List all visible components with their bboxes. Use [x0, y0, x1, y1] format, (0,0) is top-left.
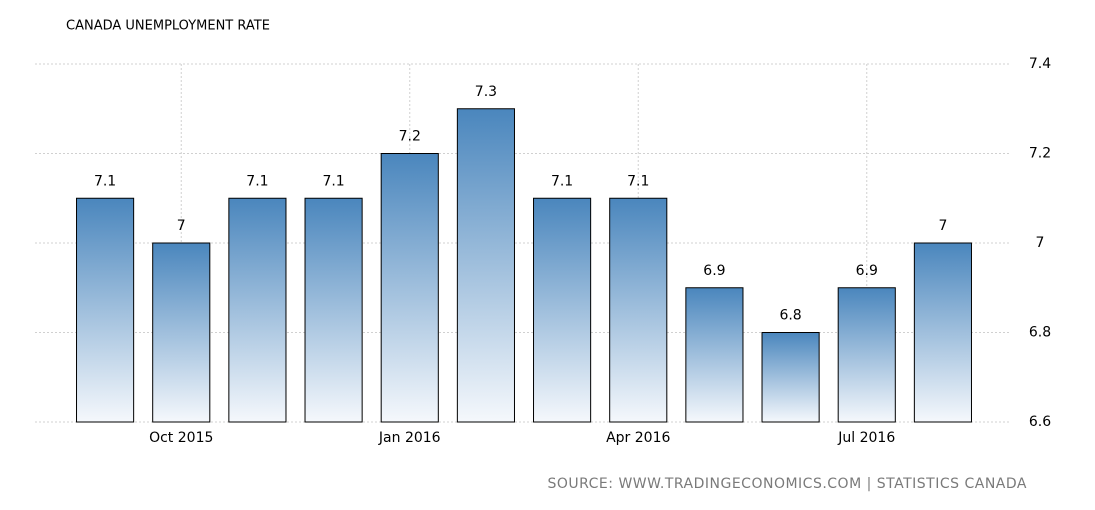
- bar: [228, 197, 287, 423]
- chart-title: CANADA UNEMPLOYMENT RATE: [66, 19, 270, 34]
- bar: [913, 242, 972, 423]
- value-label: 7.1: [322, 173, 344, 189]
- bar: [456, 108, 515, 423]
- value-label: 7.2: [399, 129, 421, 145]
- value-label: 6.9: [703, 263, 725, 279]
- value-label: 7.3: [475, 84, 497, 100]
- y-tick-label: 6.6: [1029, 414, 1051, 430]
- x-tick-label: Jul 2016: [837, 430, 895, 446]
- bar: [533, 197, 592, 423]
- value-label: 7.1: [551, 173, 573, 189]
- x-tick-label: Jan 2016: [378, 430, 441, 446]
- value-label: 6.9: [856, 263, 878, 279]
- value-label: 7.1: [627, 173, 649, 189]
- y-tick-label: 7: [1036, 235, 1045, 251]
- y-tick-label: 6.8: [1029, 325, 1051, 341]
- bar: [761, 332, 820, 423]
- value-label: 7.1: [246, 173, 268, 189]
- bar: [380, 153, 439, 423]
- value-label: 7: [177, 218, 186, 234]
- bar: [76, 197, 135, 423]
- bar: [685, 287, 744, 423]
- value-label: 6.8: [779, 308, 801, 324]
- bar: [609, 197, 668, 423]
- y-tick-label: 7.4: [1029, 56, 1051, 72]
- bar: [837, 287, 896, 423]
- source: SOURCE: WWW.TRADINGECONOMICS.COM | STATI…: [547, 476, 1027, 492]
- value-label: 7: [938, 218, 947, 234]
- value-label: 7.1: [94, 173, 116, 189]
- y-tick-label: 7.2: [1029, 146, 1051, 162]
- bar: [304, 197, 363, 423]
- x-tick-label: Apr 2016: [606, 430, 670, 446]
- x-tick-label: Oct 2015: [149, 430, 213, 446]
- bar: [152, 242, 211, 423]
